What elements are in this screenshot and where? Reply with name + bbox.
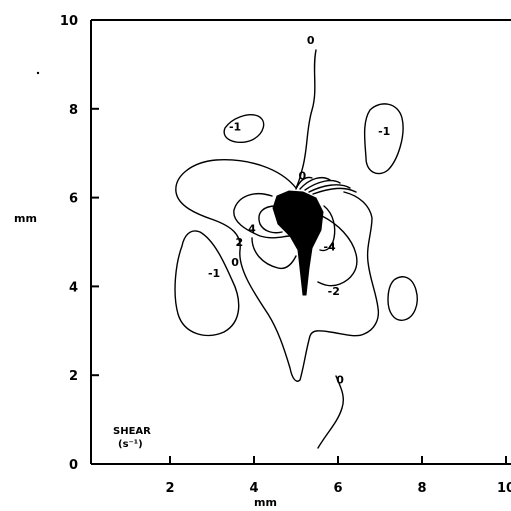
contour-zero-bottom: [317, 375, 345, 449]
contour-minus1-left: [174, 230, 240, 337]
contour-value-label: 2: [235, 236, 243, 249]
contour-value-label: -1: [229, 121, 241, 134]
x-tick-label: 10: [497, 481, 511, 496]
contour-zero-inner: [251, 237, 297, 270]
contour-value-label: -1: [208, 267, 220, 280]
plot-area: [174, 49, 418, 449]
contour-labels: 0 -1 -1 0 24 0 -1 -4 -2 0: [208, 34, 390, 387]
x-axis-label: mm: [254, 496, 277, 509]
x-tick-label: 2: [165, 481, 174, 496]
y-ticks: 0 2 4 6 8 10: [60, 14, 99, 473]
annotation-line-1: SHEAR: [113, 426, 151, 437]
contour-minus4: [319, 205, 336, 252]
contour-value-label: 0: [298, 169, 306, 182]
contour-value-label: 0: [307, 34, 315, 47]
contour-lines: [174, 49, 418, 449]
x-tick-label: 4: [249, 481, 258, 496]
contour-minus1-upper-left: [223, 114, 265, 144]
y-tick-label: 6: [69, 192, 78, 207]
contour-value-label: -4: [323, 240, 336, 253]
contour-two: [233, 192, 291, 239]
hair-strokes: [295, 176, 357, 195]
contour-minus1-upper-right: [363, 103, 404, 175]
shear-annotation: SHEAR (s⁻¹): [113, 426, 151, 450]
y-tick-label: 8: [69, 103, 78, 118]
contour-four: [258, 205, 283, 234]
contour-value-label: 0: [336, 374, 344, 387]
contour-value-label: 0: [231, 256, 239, 269]
y-tick-label: 0: [69, 458, 78, 473]
contour-value-label: 4: [248, 223, 256, 236]
contour-minus2: [317, 215, 358, 287]
solid-body: [272, 190, 324, 296]
y-axis-label: mm: [14, 212, 37, 225]
contour-value-label: -2: [328, 285, 340, 298]
y-tick-label: 10: [60, 14, 78, 29]
contour-minus1-right-small: [387, 276, 418, 321]
contour-zero-top: [295, 49, 317, 189]
y-tick-label: 2: [69, 369, 78, 384]
x-tick-label: 8: [417, 481, 426, 496]
x-ticks: 2 4 6 8 10: [165, 456, 511, 496]
contour-value-label: -1: [378, 125, 390, 138]
stray-dot: [36, 71, 40, 75]
y-tick-label: 4: [69, 280, 78, 295]
x-tick-label: 6: [333, 481, 342, 496]
annotation-line-2: (s⁻¹): [118, 439, 143, 450]
contour-zero-outer: [175, 159, 380, 382]
